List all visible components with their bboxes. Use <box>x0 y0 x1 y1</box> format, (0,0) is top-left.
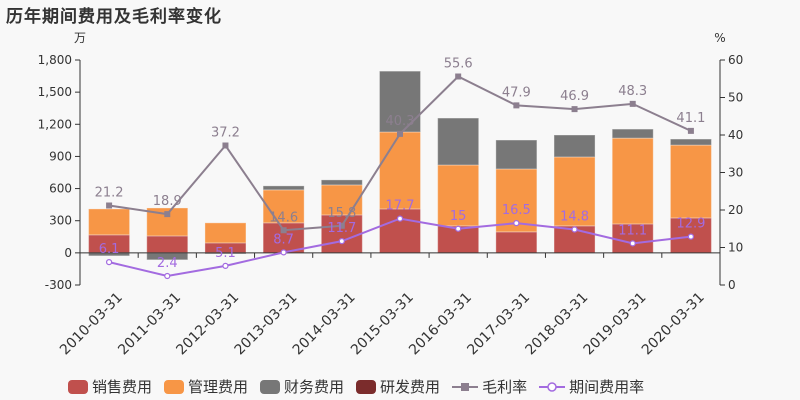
data-label: 37.2 <box>211 126 240 141</box>
bar-segment <box>611 128 654 139</box>
svg-text:900: 900 <box>49 149 72 163</box>
right-y-axis: 0 10 20 30 40 50 60 <box>719 53 743 292</box>
data-label: 48.3 <box>618 84 647 99</box>
data-label: 46.9 <box>560 89 589 104</box>
legend-item[interactable]: 销售费用 <box>68 376 152 397</box>
bar-segment <box>669 144 712 219</box>
svg-text:300: 300 <box>49 214 72 228</box>
legend-swatch-icon <box>260 379 281 394</box>
data-label: 55.6 <box>444 57 473 72</box>
legend-swatch-icon <box>356 379 377 394</box>
bar-segment <box>320 179 363 186</box>
bar-segment <box>553 134 596 158</box>
data-label: 18.9 <box>153 194 182 209</box>
legend-label: 研发费用 <box>380 378 441 396</box>
bar-series <box>88 70 712 261</box>
legend-label: 管理费用 <box>188 378 249 396</box>
data-label: 12.9 <box>676 217 705 232</box>
bar-segment <box>379 70 421 133</box>
data-label: 2.4 <box>157 256 178 271</box>
data-label: 21.2 <box>95 186 124 201</box>
bar-segment <box>262 189 305 224</box>
data-label: 14.8 <box>560 210 589 225</box>
legend-item[interactable]: 毛利率 <box>452 376 527 397</box>
data-label: 11.7 <box>327 221 356 236</box>
svg-text:1,500: 1,500 <box>38 85 72 99</box>
data-label: 15.8 <box>327 206 356 221</box>
data-label: 5.1 <box>215 246 236 261</box>
data-label: 17.7 <box>386 199 415 214</box>
data-label: 8.7 <box>273 232 294 247</box>
bar-segment <box>262 185 305 191</box>
legend-label: 销售费用 <box>92 378 153 396</box>
expense-ratio-line: 6.1 2.4 5.1 8.7 11.7 17.7 15 16.5 14.8 11.1 12.9 <box>99 199 705 280</box>
svg-text:30: 30 <box>728 166 743 180</box>
chart-canvas: 万 % -300 0 300 600 900 1,200 1,500 1,800 0 10 20 30 40… <box>38 31 744 359</box>
bar-segment <box>379 208 421 254</box>
bar-segment <box>437 164 480 227</box>
legend-swatch-icon <box>164 379 185 394</box>
data-label: 14.6 <box>269 210 298 225</box>
svg-text:20: 20 <box>728 203 743 217</box>
legend-line-square-icon <box>452 382 479 391</box>
bar-segment <box>146 235 189 254</box>
data-label: 16.5 <box>502 203 531 218</box>
bar-segment <box>611 137 654 225</box>
bar-segment <box>437 117 480 166</box>
bar-segment <box>495 139 538 170</box>
legend-line-circle-icon <box>539 381 566 392</box>
bar-segment <box>379 131 421 210</box>
svg-text:50: 50 <box>728 91 743 105</box>
chart-title: 历年期间费用及毛利率变化 <box>6 7 222 27</box>
svg-text:600: 600 <box>49 182 72 196</box>
svg-text:0: 0 <box>64 246 72 260</box>
svg-text:1,800: 1,800 <box>38 53 72 67</box>
bar-segment <box>611 223 654 254</box>
data-label: 47.9 <box>502 85 531 100</box>
data-label: 40.3 <box>386 114 415 129</box>
svg-text:0: 0 <box>728 278 736 292</box>
legend-label: 毛利率 <box>482 378 528 396</box>
legend-label: 期间费用率 <box>569 378 645 396</box>
svg-text:60: 60 <box>728 53 743 67</box>
x-tick-label: 2020-03-31 <box>639 290 708 359</box>
data-label: 11.1 <box>618 223 647 238</box>
legend-item[interactable]: 期间费用率 <box>539 376 644 397</box>
data-label: 6.1 <box>99 242 120 257</box>
legend-label: 财务费用 <box>284 378 345 396</box>
bar-segment <box>669 138 712 146</box>
svg-text:10: 10 <box>728 241 743 255</box>
svg-text:-300: -300 <box>45 278 72 292</box>
legend-item[interactable]: 财务费用 <box>260 376 344 397</box>
right-axis-unit: % <box>714 31 725 45</box>
legend: 销售费用 管理费用 财务费用 研发费用 毛利率 期间费用率 <box>68 376 656 397</box>
legend-item[interactable]: 研发费用 <box>356 376 440 397</box>
data-label: 41.1 <box>676 111 705 126</box>
svg-text:1,200: 1,200 <box>38 117 72 131</box>
bar-segment <box>495 231 538 254</box>
svg-text:40: 40 <box>728 128 743 142</box>
bar-segment <box>204 222 247 244</box>
data-label: 15 <box>450 209 467 224</box>
left-axis-unit: 万 <box>74 31 86 45</box>
bar-segment <box>88 208 131 236</box>
bar-segment <box>320 184 363 216</box>
legend-item[interactable]: 管理费用 <box>164 376 248 397</box>
gross-margin-line: 21.2 18.9 37.2 14.6 15.8 40.3 55.6 47.9 46.9 48.3… <box>95 57 705 234</box>
left-y-axis: -300 0 300 600 900 1,200 1,500 1,800 <box>38 53 81 292</box>
legend-swatch-icon <box>68 379 88 394</box>
